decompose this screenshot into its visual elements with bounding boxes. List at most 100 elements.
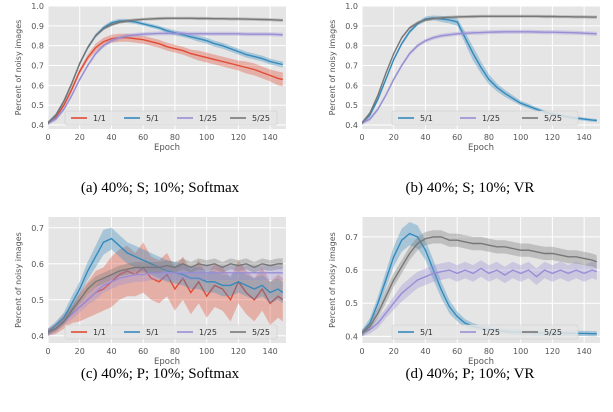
legend: 5/1 1/25 5/25 <box>391 110 579 126</box>
x-axis-label: Epoch <box>154 143 180 153</box>
y-axis-label: Percent of noisy images <box>328 232 337 328</box>
legend-label: 1/1 <box>93 114 106 123</box>
y-tick-label: 0.7 <box>31 62 44 71</box>
series-band-1-25 <box>48 265 283 336</box>
x-tick-label: 80 <box>484 347 494 356</box>
legend-label: 5/25 <box>252 114 270 123</box>
panel-caption: (b) 40%; S; 10%; VR <box>406 180 535 196</box>
series-band-5-1 <box>362 222 597 337</box>
series-line-1-25 <box>48 32 283 124</box>
x-tick-label: 140 <box>576 347 591 356</box>
y-tick-label: 0.5 <box>345 299 358 308</box>
legend: 1/1 5/1 1/25 5/25 <box>64 110 278 126</box>
x-tick-label: 120 <box>231 133 246 142</box>
legend-label: 5/25 <box>252 328 270 337</box>
legend-label: 5/25 <box>544 328 562 337</box>
x-tick-label: 20 <box>389 133 399 142</box>
y-tick-label: 0.4 <box>345 121 358 130</box>
x-tick-label: 40 <box>106 133 116 142</box>
y-tick-label: 0.4 <box>31 332 44 341</box>
legend: 5/1 1/25 5/25 <box>391 324 579 340</box>
panel-caption: (c) 40%; P; 10%; Softmax <box>81 366 240 382</box>
y-tick-label: 0.8 <box>31 42 44 51</box>
x-tick-label: 60 <box>452 133 462 142</box>
chart-panel-0: 0 20 40 60 80 100 120 140 0.4 0.5 0.6 0.7 0.8 0.9 1.0 E… <box>14 2 286 196</box>
series-group <box>48 16 283 125</box>
legend: 1/1 5/1 1/25 5/25 <box>64 324 278 340</box>
x-tick-label: 120 <box>545 133 560 142</box>
series-group <box>48 227 284 336</box>
y-tick-label: 0.4 <box>31 121 44 130</box>
legend-label: 5/25 <box>544 114 562 123</box>
y-axis-label: Percent of noisy images <box>14 232 23 328</box>
x-tick-label: 20 <box>75 133 85 142</box>
legend-label: 5/1 <box>146 328 159 337</box>
series-band-5-1 <box>48 227 283 336</box>
series-line-1-1 <box>48 37 283 124</box>
plot-area <box>362 217 600 343</box>
series-line-5-25 <box>362 15 597 124</box>
x-tick-label: 120 <box>545 347 560 356</box>
y-tick-label: 0.5 <box>31 296 44 305</box>
legend-box <box>64 324 278 340</box>
y-tick-label: 0.4 <box>345 332 358 341</box>
series-band-5-25 <box>48 258 283 336</box>
x-tick-label: 0 <box>359 347 364 356</box>
series-band-5-25 <box>362 230 597 337</box>
x-tick-label: 60 <box>138 133 148 142</box>
plot-area <box>48 217 286 343</box>
y-axis-label: Percent of noisy images <box>14 20 23 116</box>
legend-label: 5/1 <box>146 114 159 123</box>
x-tick-label: 40 <box>420 347 430 356</box>
legend-label: 1/1 <box>93 328 106 337</box>
x-tick-label: 40 <box>420 133 430 142</box>
y-tick-label: 0.7 <box>345 62 358 71</box>
series-line-1-25 <box>362 31 597 124</box>
chart-panel-3: 0 20 40 60 80 100 120 140 0.4 0.5 0.6 0.7 Epoch Perce… <box>328 217 600 382</box>
x-tick-label: 140 <box>262 347 277 356</box>
x-tick-label: 80 <box>170 133 180 142</box>
chart-panel-1: 0 20 40 60 80 100 120 140 0.4 0.5 0.6 0.7 0.8 0.9 1.0 E… <box>328 2 600 196</box>
y-tick-label: 0.6 <box>345 266 358 275</box>
legend-box <box>391 324 579 340</box>
chart-panel-2: 0 20 40 60 80 100 120 140 0.4 0.5 0.6 0.7 Epoch Perce… <box>14 217 286 382</box>
x-tick-label: 100 <box>513 133 528 142</box>
y-tick-label: 0.6 <box>345 81 358 90</box>
x-tick-label: 100 <box>513 347 528 356</box>
y-tick-label: 0.8 <box>345 42 358 51</box>
x-axis-label: Epoch <box>154 357 180 367</box>
series-band-5-1 <box>48 18 283 125</box>
x-tick-label: 100 <box>199 133 214 142</box>
series-band-1-1 <box>48 242 283 336</box>
legend-label: 5/1 <box>420 328 433 337</box>
x-axis-label: Epoch <box>468 143 494 153</box>
x-tick-label: 20 <box>389 347 399 356</box>
x-tick-label: 60 <box>452 347 462 356</box>
x-tick-label: 140 <box>262 133 277 142</box>
x-tick-label: 40 <box>106 347 116 356</box>
x-tick-label: 120 <box>231 347 246 356</box>
y-tick-label: 1.0 <box>31 2 44 11</box>
y-tick-label: 0.6 <box>31 260 44 269</box>
y-tick-label: 1.0 <box>345 2 358 11</box>
series-line-5-25 <box>362 236 598 334</box>
x-tick-label: 100 <box>199 347 214 356</box>
panel-caption: (a) 40%; S; 10%; Softmax <box>81 180 240 196</box>
x-axis-label: Epoch <box>468 357 494 367</box>
series-band-5-1 <box>362 15 597 125</box>
legend-label: 5/1 <box>420 114 433 123</box>
x-tick-label: 0 <box>359 133 364 142</box>
legend-box <box>64 110 278 126</box>
y-tick-label: 0.7 <box>31 224 44 233</box>
y-tick-label: 0.7 <box>345 233 358 242</box>
x-tick-label: 80 <box>170 347 180 356</box>
y-tick-label: 0.9 <box>31 22 44 31</box>
x-tick-label: 0 <box>45 347 50 356</box>
series-line-1-25 <box>362 267 598 334</box>
y-tick-label: 0.5 <box>31 101 44 110</box>
legend-label: 1/25 <box>199 114 217 123</box>
series-line-5-1 <box>48 237 284 333</box>
x-tick-label: 60 <box>138 347 148 356</box>
legend-label: 1/25 <box>199 328 217 337</box>
